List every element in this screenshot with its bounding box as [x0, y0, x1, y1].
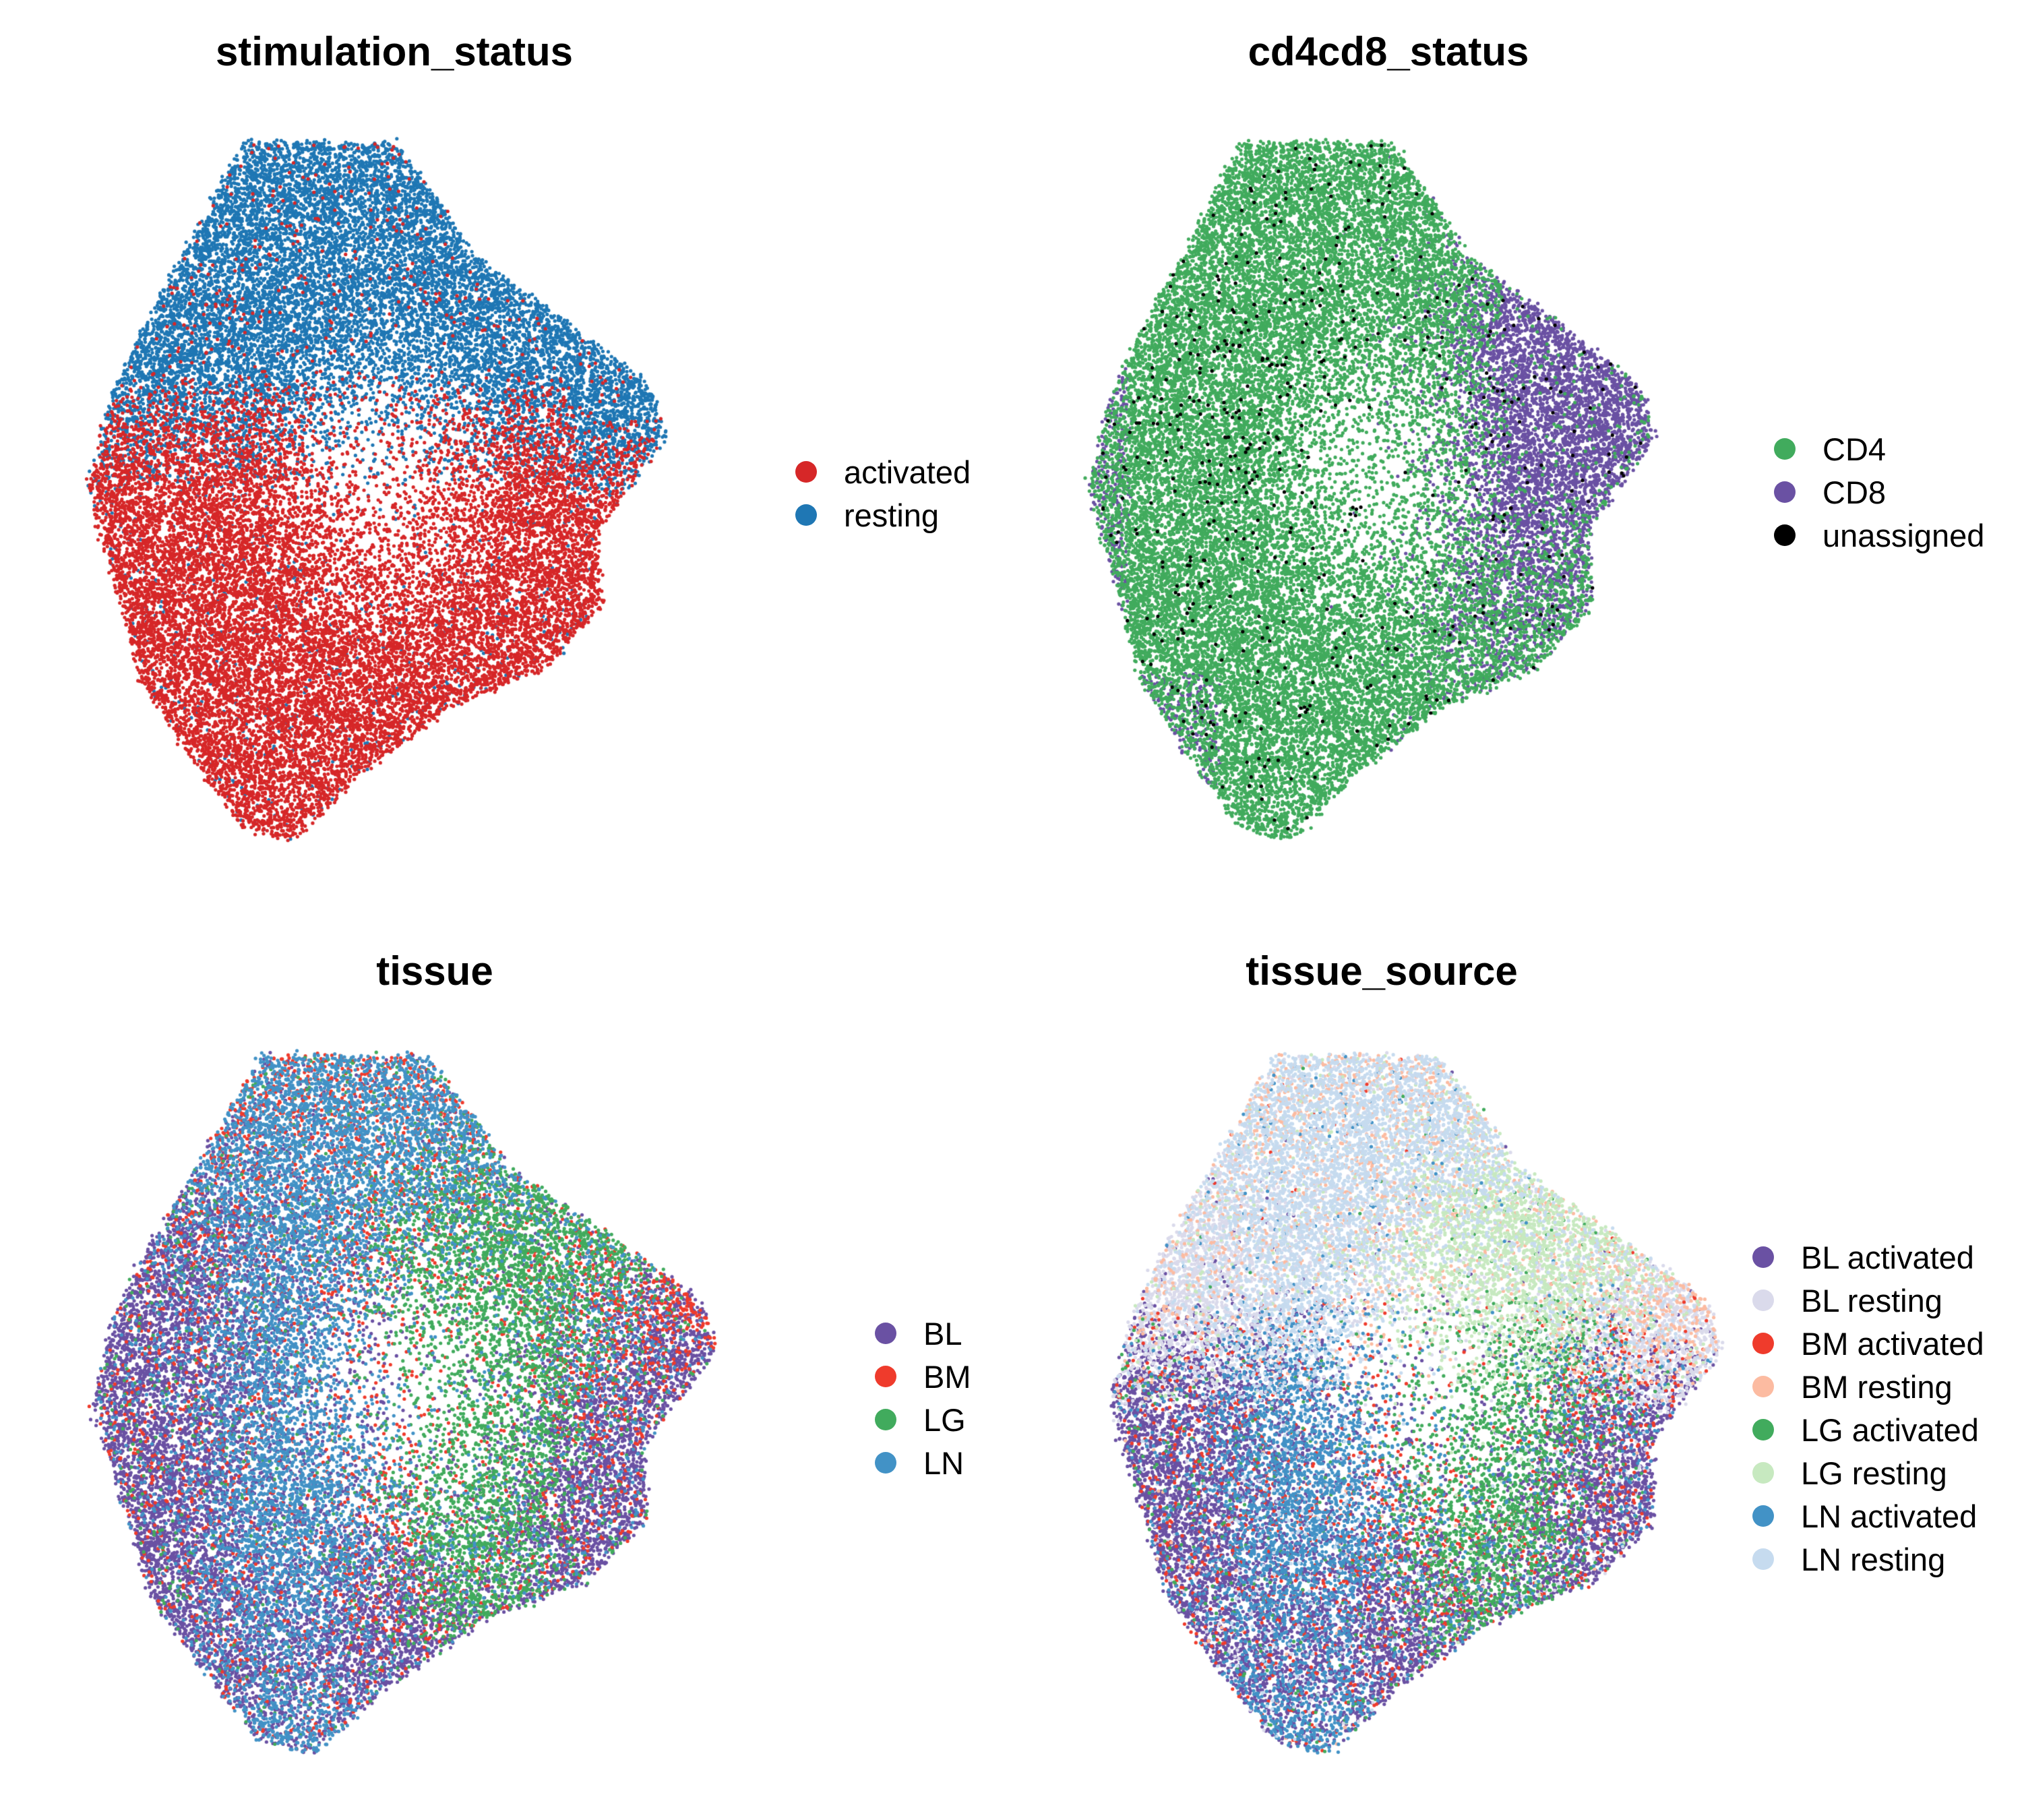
legend: BL BM LG LN — [875, 1312, 971, 1484]
legend-label: BM activated — [1801, 1325, 1984, 1362]
legend-label: LN resting — [1801, 1541, 1946, 1577]
legend-item-bl: BL — [875, 1312, 971, 1355]
legend-item-bl-resting: BL resting — [1752, 1279, 1984, 1322]
legend-label: LN — [923, 1445, 964, 1481]
legend-item-bm-resting: BM resting — [1752, 1365, 1984, 1408]
legend-dot-lg-activated — [1752, 1419, 1774, 1440]
legend-item-ln-activated: LN activated — [1752, 1494, 1984, 1538]
legend-label: LG activated — [1801, 1412, 1979, 1448]
legend-label: LN activated — [1801, 1498, 1978, 1534]
legend-label: BM resting — [1801, 1368, 1953, 1405]
umap-scatter-cd4cd8-status — [1011, 0, 1749, 870]
legend-label: CD4 — [1822, 431, 1887, 467]
legend-item-lg-activated: LG activated — [1752, 1408, 1984, 1451]
legend-dot-ln — [875, 1452, 896, 1474]
panel-tissue-source: tissue_source BL activated BL resting BM… — [1011, 910, 2022, 1820]
legend-item-ln-resting: LN resting — [1752, 1538, 1984, 1581]
legend-item-resting: resting — [795, 493, 971, 537]
legend-dot-bm-resting — [1752, 1376, 1774, 1397]
legend-item-cd8: CD8 — [1774, 471, 1984, 514]
legend-dot-ln-resting — [1752, 1548, 1774, 1570]
legend-item-unassigned: unassigned — [1774, 514, 1984, 557]
legend-label: CD8 — [1822, 474, 1887, 510]
legend-dot-bm — [875, 1366, 896, 1387]
legend-item-bl-activated: BL activated — [1752, 1236, 1984, 1279]
umap-scatter-tissue-source — [1011, 910, 1823, 1783]
umap-scatter-stimulation-status — [0, 0, 762, 870]
legend-label: resting — [844, 497, 940, 533]
legend-dot-lg — [875, 1409, 896, 1430]
legend-item-cd4: CD4 — [1774, 427, 1984, 471]
legend-label: LG resting — [1801, 1455, 1947, 1491]
umap-scatter-tissue — [0, 910, 819, 1783]
legend-dot-bm-activated — [1752, 1333, 1774, 1354]
legend-label: unassigned — [1822, 517, 1985, 553]
legend-dot-bl — [875, 1323, 896, 1344]
legend: activated resting — [795, 450, 971, 537]
legend-dot-bl-activated — [1752, 1246, 1774, 1268]
panel-title: stimulation_status — [215, 29, 574, 74]
panel-tissue: tissue BL BM LG LN — [0, 910, 1011, 1820]
legend-item-bm-activated: BM activated — [1752, 1322, 1984, 1365]
legend-label: BL — [923, 1315, 962, 1352]
legend-dot-activated — [795, 461, 817, 483]
legend-label: BM — [923, 1358, 971, 1395]
legend-dot-bl-resting — [1752, 1290, 1774, 1311]
legend: BL activated BL resting BM activated BM … — [1752, 1236, 1984, 1581]
legend-dot-resting — [795, 504, 817, 526]
legend-label: LG — [923, 1401, 966, 1438]
panel-cd4cd8-status: cd4cd8_status CD4 CD8 unassigned — [1011, 0, 2022, 910]
legend-dot-cd4 — [1774, 438, 1796, 460]
legend-dot-cd8 — [1774, 481, 1796, 503]
panel-stimulation-status: stimulation_status activated resting — [0, 0, 1011, 910]
legend-dot-unassigned — [1774, 524, 1796, 546]
legend-label: BL resting — [1801, 1282, 1942, 1318]
legend-dot-lg-resting — [1752, 1462, 1774, 1484]
legend-item-ln: LN — [875, 1441, 971, 1484]
panel-title: cd4cd8_status — [1248, 29, 1529, 74]
legend-item-activated: activated — [795, 450, 971, 493]
panel-title: tissue — [376, 948, 493, 994]
legend-dot-ln-activated — [1752, 1505, 1774, 1527]
legend-label: activated — [844, 454, 971, 490]
legend-item-bm: BM — [875, 1355, 971, 1398]
legend-item-lg-resting: LG resting — [1752, 1451, 1984, 1494]
legend: CD4 CD8 unassigned — [1774, 427, 1984, 557]
legend-item-lg: LG — [875, 1398, 971, 1441]
panel-title: tissue_source — [1246, 948, 1518, 994]
legend-label: BL activated — [1801, 1239, 1974, 1275]
